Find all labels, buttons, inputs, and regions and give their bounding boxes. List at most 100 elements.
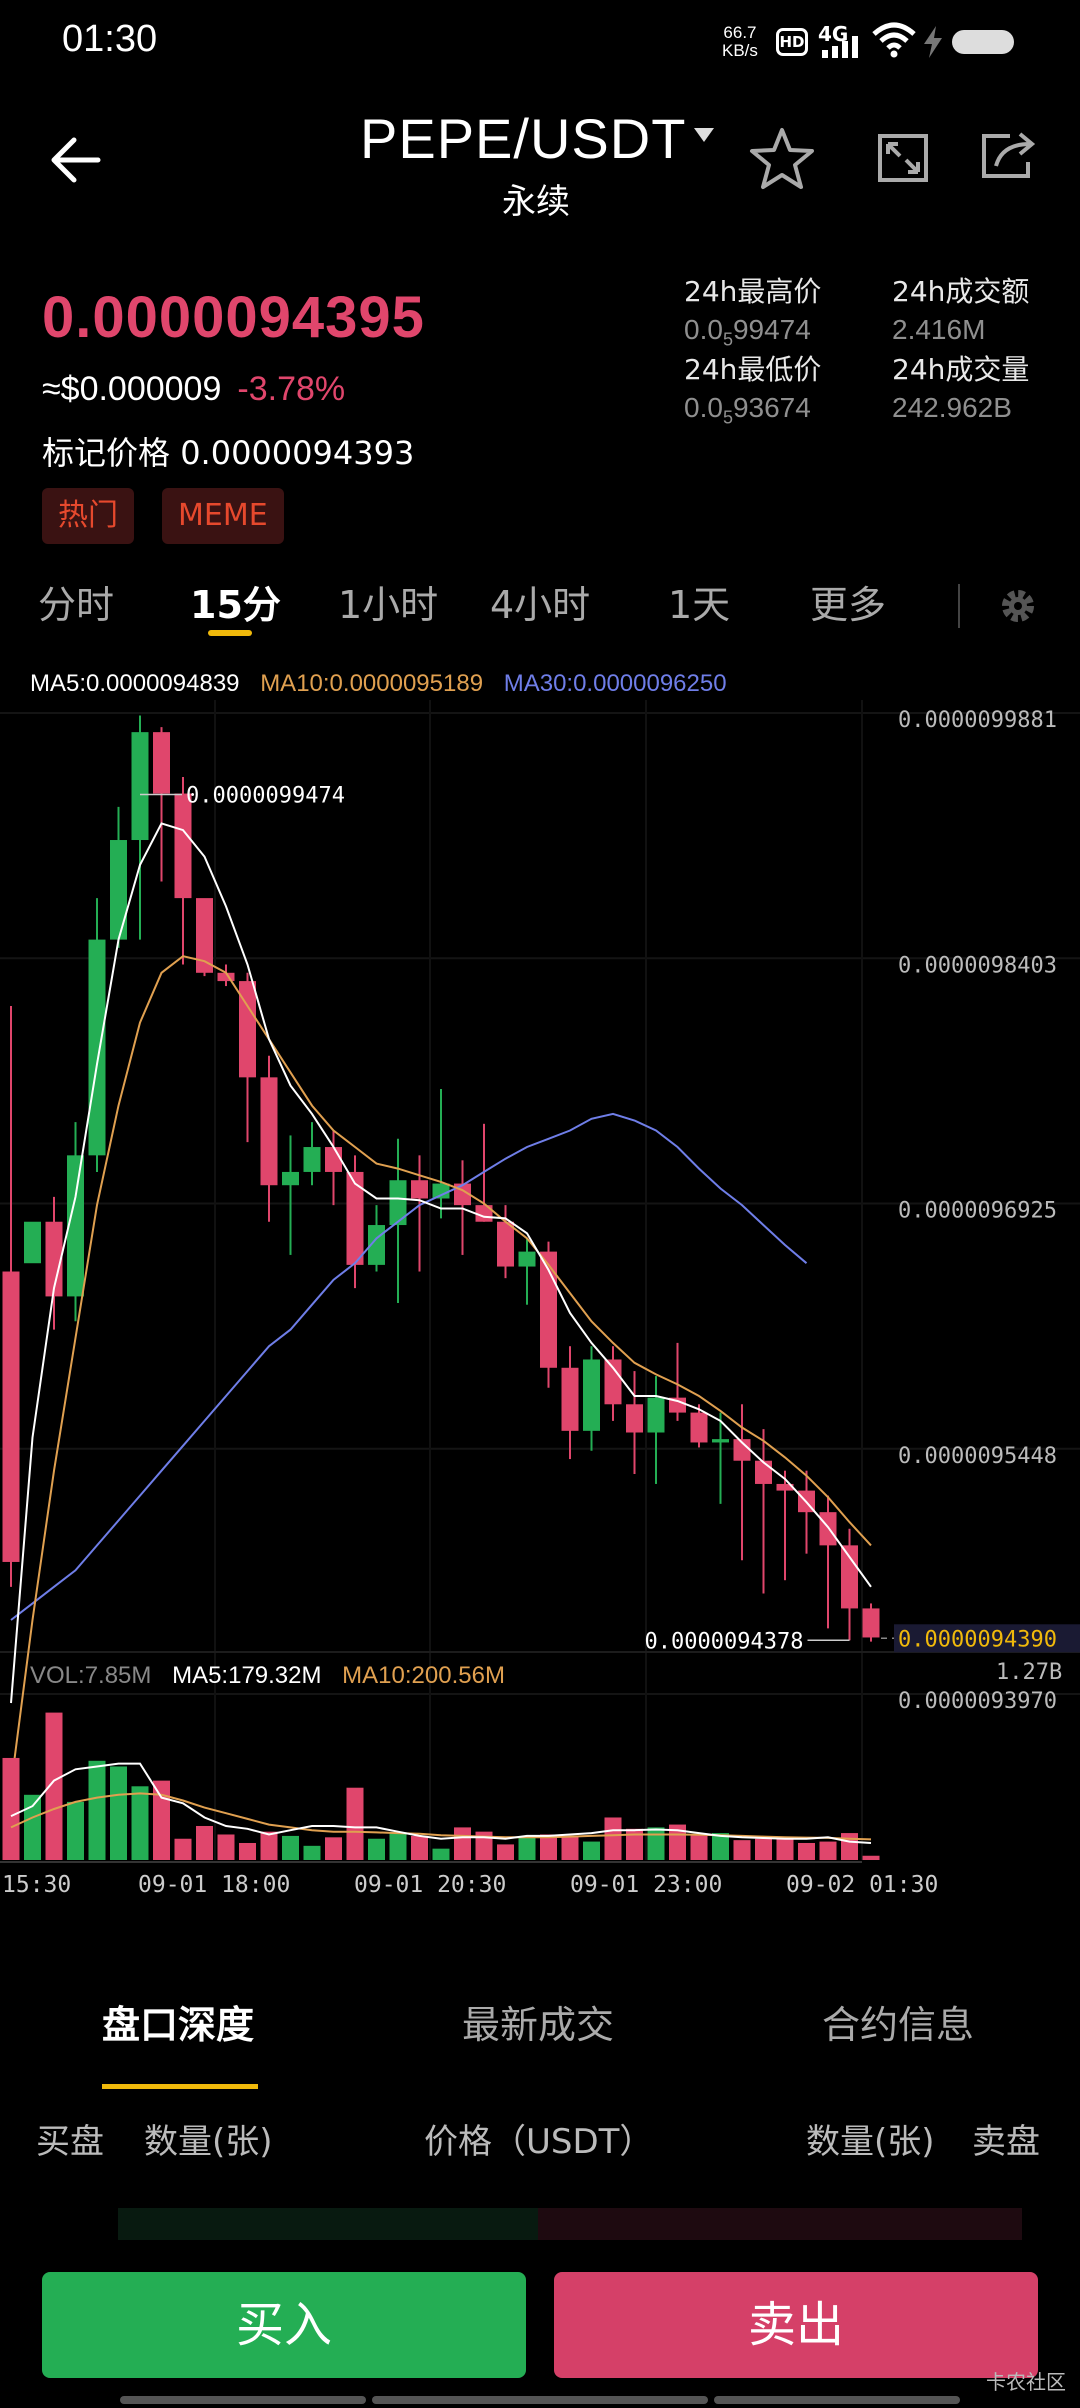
volume-bar	[389, 1833, 407, 1860]
volume-bar	[432, 1848, 450, 1860]
ma-legend: MA5:0.0000094839 MA10:0.0000095189 MA30:…	[30, 670, 741, 698]
stat-turnover-label: 24h成交额	[892, 275, 1030, 308]
stat-volume-value: 242.962B	[892, 392, 1012, 423]
candle	[110, 840, 127, 940]
volume-legend: VOL:7.85M MA5:179.32M MA10:200.56M	[30, 1662, 505, 1690]
price-change: -3.78%	[237, 370, 346, 408]
stat-low-value: 0.0593674	[684, 392, 811, 428]
y-tick-label: 0.0000099881	[898, 708, 1057, 733]
tag-meme[interactable]: MEME	[162, 488, 284, 544]
volume-bar	[712, 1833, 729, 1860]
active-tab-indicator	[208, 630, 252, 636]
x-tick-label: 09-01 20:30	[354, 1872, 507, 1898]
volume-bar	[497, 1844, 514, 1860]
volume-bar	[841, 1833, 858, 1860]
expand-icon[interactable]	[876, 132, 930, 184]
candle	[411, 1180, 428, 1199]
buy-button[interactable]: 买入	[42, 2272, 526, 2378]
volume-bar	[626, 1828, 643, 1860]
y-tick-label: 0.0000095448	[898, 1444, 1057, 1469]
volume-bar	[153, 1780, 170, 1860]
watermark: 卡农社区	[986, 2370, 1066, 2394]
sell-button[interactable]: 卖出	[554, 2272, 1038, 2378]
vol-ma10-value: MA10:200.56M	[342, 1662, 505, 1689]
depth-qty-left-header: 数量(张)	[144, 2122, 273, 2162]
tab-divider	[958, 584, 960, 628]
candle	[196, 898, 213, 973]
candle	[303, 1147, 321, 1172]
candle	[67, 1155, 84, 1297]
battery-icon	[952, 30, 1014, 54]
pair-title[interactable]: PEPE/USDT	[360, 107, 687, 170]
mark-price-label: 标记价格	[42, 434, 171, 472]
volume-bar	[475, 1831, 493, 1860]
depth-ratio-bar	[118, 2208, 1022, 2240]
candle	[626, 1404, 643, 1433]
volume-bar	[282, 1835, 299, 1860]
volume-bar	[690, 1834, 708, 1860]
stat-low-label: 24h最低价	[684, 353, 822, 386]
candle	[712, 1439, 729, 1443]
back-arrow-icon[interactable]	[46, 130, 106, 190]
gear-icon[interactable]	[998, 586, 1038, 626]
wifi-icon	[872, 22, 916, 58]
candle	[776, 1483, 794, 1491]
candle	[669, 1397, 686, 1413]
tab-more[interactable]: 更多	[810, 583, 887, 627]
candle	[131, 732, 149, 841]
share-icon[interactable]	[980, 130, 1038, 182]
candlestick-chart[interactable]: 0.0000099881 0.0000098403 0.0000096925 0.00…	[0, 700, 1080, 1870]
candle	[518, 1251, 536, 1267]
tab-1h[interactable]: 1小时	[338, 583, 439, 627]
usd-price: ≈$0.000009	[42, 370, 222, 408]
tab-contract-info[interactable]: 合约信息	[822, 2003, 975, 2047]
volume-bar	[239, 1842, 256, 1860]
tab-latest-trades[interactable]: 最新成交	[462, 2003, 615, 2047]
volume-bar	[368, 1838, 385, 1860]
volume-bar	[733, 1840, 751, 1860]
last-price: 0.0000094395	[42, 285, 425, 350]
tab-time-sharing[interactable]: 分时	[38, 583, 115, 627]
star-icon[interactable]	[748, 126, 816, 192]
volume-bar	[303, 1845, 321, 1860]
network-speed: 66.7 KB/s	[722, 24, 758, 60]
tab-15m[interactable]: 15分	[190, 583, 281, 627]
vol-value: VOL:7.85M	[30, 1662, 152, 1689]
high-annotation: 0.0000099474	[186, 784, 345, 809]
volume-bar	[24, 1794, 41, 1860]
candle	[153, 732, 170, 794]
volume-bar	[798, 1842, 815, 1860]
volume-bar	[325, 1837, 342, 1860]
chevron-down-icon[interactable]	[694, 128, 714, 142]
volume-bar	[174, 1838, 192, 1860]
tab-1d[interactable]: 1天	[668, 583, 731, 627]
candle	[690, 1412, 708, 1443]
x-tick-label: 09-02 01:30	[786, 1872, 939, 1898]
tag-hot[interactable]: 热门	[42, 488, 134, 544]
vol-ma5-value: MA5:179.32M	[172, 1662, 322, 1689]
nav-bar	[120, 2396, 366, 2404]
usd-price-row: ≈$0.000009 -3.78%	[42, 370, 345, 409]
volume-bar	[217, 1834, 235, 1860]
depth-bid-bar	[118, 2208, 538, 2240]
candle	[733, 1439, 751, 1461]
volume-bar	[604, 1817, 622, 1860]
candle	[217, 972, 235, 982]
volume-max-label: 1.27B	[996, 1660, 1063, 1685]
candle	[389, 1180, 407, 1226]
candle	[325, 1147, 342, 1172]
current-price-label: 0.0000094390	[898, 1627, 1057, 1652]
candle	[841, 1545, 858, 1609]
volume-bar	[862, 1855, 880, 1860]
volume-bar	[518, 1837, 536, 1860]
depth-ask-bar	[538, 2208, 1022, 2240]
low-annotation: 0.0000094378	[645, 1629, 804, 1654]
volume-bar	[131, 1786, 149, 1860]
tab-order-book[interactable]: 盘口深度	[102, 2003, 255, 2047]
y-tick-label: 0.0000098403	[898, 953, 1057, 978]
tab-4h[interactable]: 4小时	[490, 583, 591, 627]
ma30-line	[10, 1112, 808, 1621]
ma10-value: MA10:0.0000095189	[260, 670, 484, 697]
interval-tabs: 分时 15分 1小时 4小时 1天 更多	[0, 568, 1080, 638]
volume-bar	[67, 1801, 84, 1860]
